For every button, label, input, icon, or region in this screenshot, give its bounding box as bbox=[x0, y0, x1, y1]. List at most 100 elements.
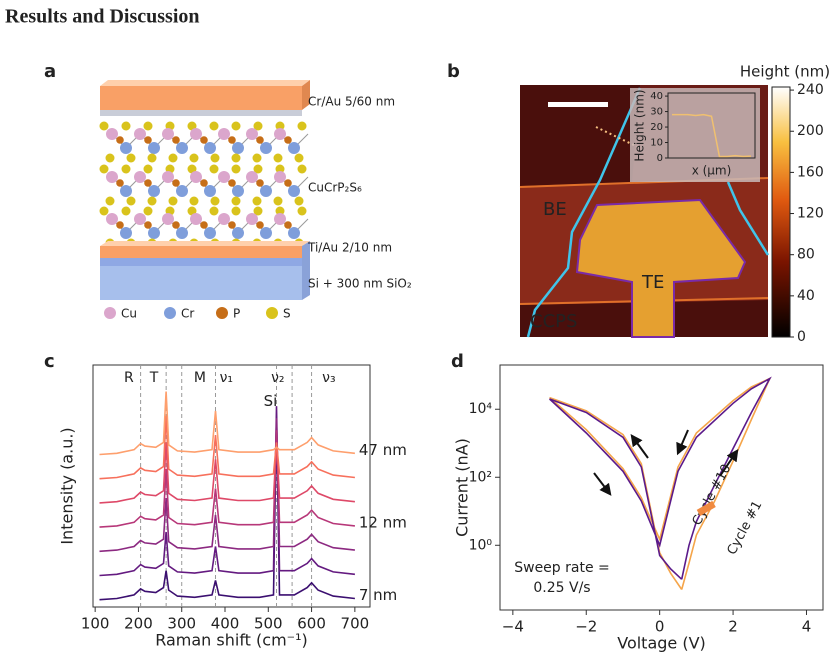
atom-cu bbox=[274, 213, 286, 225]
atom-s bbox=[253, 164, 263, 174]
atom-cr bbox=[204, 185, 216, 197]
x-tick-label: 600 bbox=[297, 615, 326, 633]
atom-s bbox=[294, 153, 304, 163]
peak-label: M bbox=[194, 370, 206, 386]
atom-s bbox=[99, 121, 109, 131]
series-line bbox=[99, 418, 355, 601]
atom-cr bbox=[120, 142, 132, 154]
atom-cr bbox=[260, 142, 272, 154]
atom-s bbox=[297, 164, 307, 174]
layer-label: Cr/Au 5/60 nm bbox=[308, 95, 395, 109]
atom-s bbox=[189, 196, 199, 206]
atom-s bbox=[143, 206, 153, 216]
x-tick-label: 400 bbox=[211, 615, 240, 633]
ccps-outline bbox=[726, 181, 770, 256]
atom-p bbox=[172, 179, 180, 187]
atom-s bbox=[99, 164, 109, 174]
atom-s bbox=[189, 153, 199, 163]
atom-s bbox=[105, 196, 115, 206]
legend-label: Cu bbox=[121, 307, 137, 321]
colorbar-title: Height (nm) bbox=[740, 63, 830, 81]
atom-p bbox=[200, 136, 208, 144]
y-tick-label: 10⁴ bbox=[469, 401, 493, 417]
layer-label: Ti/Au 2/10 nm bbox=[307, 241, 392, 255]
slab-top bbox=[100, 80, 310, 86]
region-label: CCPS bbox=[530, 311, 577, 332]
atom-cu bbox=[134, 213, 146, 225]
atom-p bbox=[200, 221, 208, 229]
atom-p bbox=[116, 221, 124, 229]
slab-top bbox=[100, 241, 310, 246]
legend-swatch bbox=[216, 307, 228, 319]
colorbar-tick-label: 240 bbox=[797, 82, 824, 98]
atom-p bbox=[144, 136, 152, 144]
peak-label: ν₁ bbox=[220, 370, 233, 386]
atom-cr bbox=[148, 185, 160, 197]
atom-s bbox=[187, 164, 197, 174]
x-tick-label: −2 bbox=[575, 618, 597, 636]
heading: Results and Discussion bbox=[5, 6, 200, 28]
atom-s bbox=[275, 164, 285, 174]
atom-s bbox=[209, 206, 219, 216]
peak-label: R bbox=[124, 370, 134, 386]
atom-s bbox=[126, 153, 136, 163]
atom-cu bbox=[106, 171, 118, 183]
atom-cu bbox=[218, 128, 230, 140]
atom-s bbox=[252, 196, 262, 206]
atom-cu bbox=[134, 171, 146, 183]
atom-s bbox=[147, 153, 157, 163]
y-tick-label: 10² bbox=[469, 469, 492, 485]
atom-s bbox=[210, 196, 220, 206]
atom-cr bbox=[204, 142, 216, 154]
atom-s bbox=[187, 121, 197, 131]
series-label: 12 nm bbox=[359, 513, 407, 531]
atom-p bbox=[256, 221, 264, 229]
atom-p bbox=[116, 179, 124, 187]
atom-p bbox=[284, 179, 292, 187]
atom-cu bbox=[190, 171, 202, 183]
atom-cu bbox=[218, 171, 230, 183]
atom-cr bbox=[148, 227, 160, 239]
atom-p bbox=[144, 221, 152, 229]
x-tick-label: 500 bbox=[254, 615, 283, 633]
plot-frame bbox=[499, 364, 824, 611]
atom-s bbox=[231, 206, 241, 216]
inset-tick-label: 30 bbox=[650, 107, 663, 118]
region-label: BE bbox=[543, 199, 567, 220]
annotation: 0.25 V/s bbox=[533, 580, 590, 596]
colorbar bbox=[771, 86, 791, 338]
atom-cu bbox=[274, 128, 286, 140]
plot-frame bbox=[92, 364, 371, 608]
sweep-arrow bbox=[630, 434, 649, 459]
atom-cu bbox=[162, 213, 174, 225]
sio2-layer bbox=[100, 258, 302, 266]
ti-au-layer bbox=[100, 246, 302, 258]
atom-cu bbox=[162, 128, 174, 140]
colorbar-tick-label: 0 bbox=[797, 329, 806, 345]
y-axis-label: Intensity (a.u.) bbox=[58, 427, 77, 544]
atom-p bbox=[284, 136, 292, 144]
atom-cu bbox=[274, 171, 286, 183]
atom-s bbox=[231, 196, 241, 206]
y-tick-label: 10⁰ bbox=[469, 537, 493, 553]
atom-p bbox=[228, 179, 236, 187]
atom-s bbox=[294, 196, 304, 206]
y-axis-label: Current (nA) bbox=[453, 438, 472, 537]
atom-p bbox=[172, 136, 180, 144]
atom-s bbox=[126, 196, 136, 206]
panel-label: d bbox=[451, 351, 464, 372]
x-tick-label: 100 bbox=[81, 615, 110, 633]
atom-cr bbox=[260, 185, 272, 197]
atom-s bbox=[275, 206, 285, 216]
x-tick-label: 2 bbox=[728, 618, 738, 636]
x-axis-label: Voltage (V) bbox=[617, 634, 706, 653]
peak-label: ν₂ bbox=[271, 370, 284, 386]
inset-tick-label: 20 bbox=[650, 122, 663, 133]
atom-cu bbox=[134, 128, 146, 140]
colorbar-tick-label: 40 bbox=[797, 288, 815, 304]
legend-label: P bbox=[233, 307, 240, 321]
atom-s bbox=[143, 121, 153, 131]
inset-ylabel: Height (nm) bbox=[633, 89, 647, 161]
colorbar-tick-label: 200 bbox=[797, 123, 824, 139]
atom-s bbox=[147, 196, 157, 206]
